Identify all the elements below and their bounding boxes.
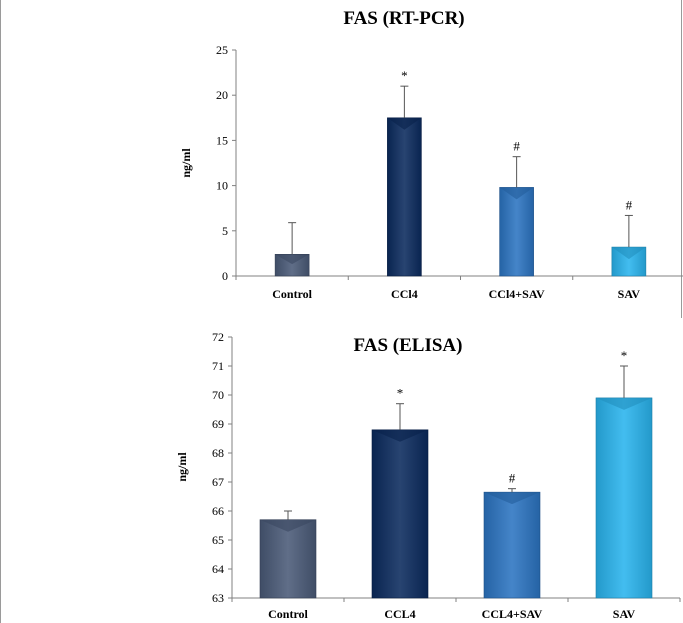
bar-sav [595, 397, 653, 599]
y-tick-label: 69 [212, 417, 224, 431]
x-tick-label: CCl4+SAV [489, 287, 545, 301]
y-tick-label: 68 [212, 446, 224, 460]
frame-left-rule [0, 0, 1, 623]
y-tick-label: 70 [212, 388, 224, 402]
chart-rt-pcr: FAS (RT-PCR) ng/ml 0 5 10 15 20 25 Control * CCl4 #… [179, 8, 683, 301]
significance-mark: * [397, 386, 404, 401]
bar-bevel [484, 492, 540, 505]
bar-ccl4 [387, 117, 422, 277]
significance-mark: # [509, 471, 516, 486]
significance-mark: * [401, 68, 408, 83]
y-tick-label: 20 [216, 88, 228, 102]
y-tick-label: 72 [212, 330, 224, 344]
significance-mark: # [626, 197, 633, 212]
y-tick-label: 10 [216, 179, 228, 193]
x-tick-label: CCL4+SAV [482, 607, 543, 621]
bar-ccl4 [371, 429, 429, 599]
bar-bevel [387, 117, 422, 130]
bar-bevel [372, 429, 428, 442]
x-tick-label: SAV [618, 287, 641, 301]
bar-control [259, 519, 317, 599]
significance-mark: * [621, 348, 628, 363]
x-tick-label: CCL4 [384, 607, 415, 621]
bar-sav [611, 246, 647, 277]
y-tick-label: 67 [212, 475, 224, 489]
bar-bevel [499, 187, 534, 200]
y-tick-label: 66 [212, 504, 224, 518]
frame-right-rule [681, 0, 682, 318]
significance-mark: # [513, 139, 520, 154]
chart-elisa: FAS (ELISA) ng/ml 63 64 65 66 67 68 69 70 71 72 Cont… [175, 330, 681, 621]
y-tick-label: 64 [212, 562, 224, 576]
y-tick-label: 15 [216, 133, 228, 147]
y-tick-label: 25 [216, 43, 228, 57]
y-tick-label: 0 [222, 269, 228, 283]
y-tick-label: 65 [212, 533, 224, 547]
y-tick-label: 71 [212, 359, 224, 373]
x-tick-label: SAV [613, 607, 636, 621]
x-tick-label: CCl4 [391, 287, 418, 301]
y-tick-label: 63 [212, 591, 224, 605]
y-axis-label: ng/ml [175, 452, 189, 482]
chart-title: FAS (ELISA) [354, 335, 463, 356]
bar-bevel [260, 519, 316, 532]
bar-bevel [596, 397, 652, 410]
x-tick-label: Control [272, 287, 312, 301]
bar-bevel [611, 247, 646, 260]
bar-ccl4-sav [483, 491, 541, 599]
chart-title: FAS (RT-PCR) [343, 8, 464, 29]
bar-ccl4-sav [499, 187, 534, 277]
y-tick-label: 5 [222, 224, 228, 238]
y-axis-label: ng/ml [179, 148, 193, 178]
bar-bevel [275, 254, 310, 265]
x-tick-label: Control [268, 607, 308, 621]
